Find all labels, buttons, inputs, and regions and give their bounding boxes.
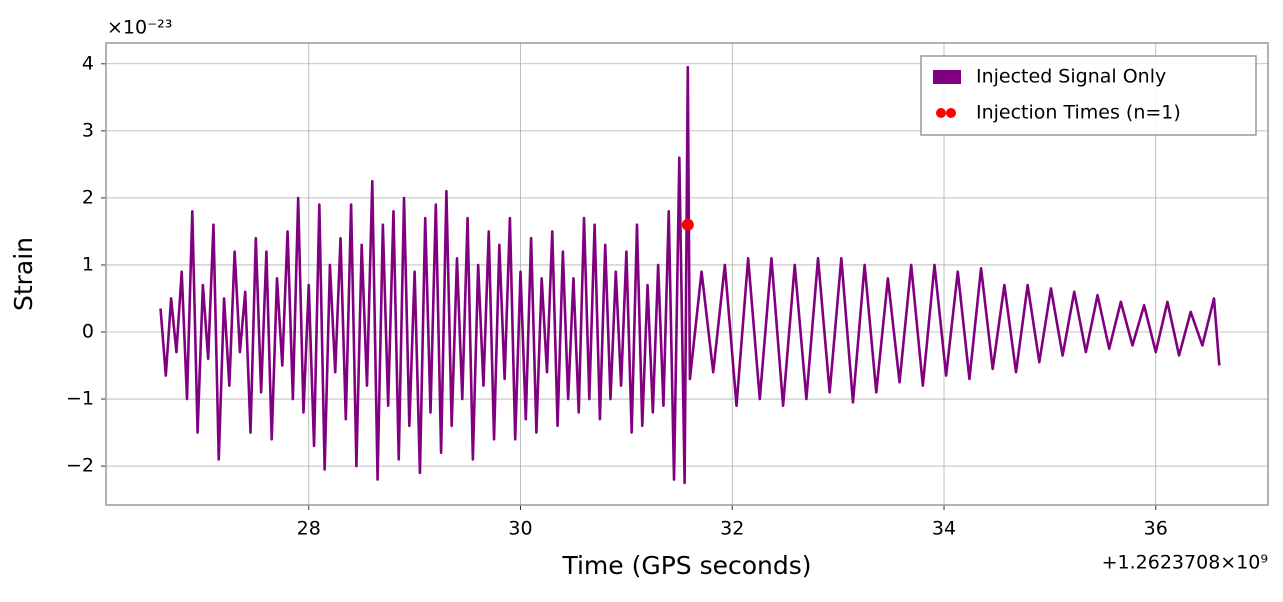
x-tick-label: 28 — [297, 518, 321, 540]
x-tick-label: 34 — [932, 518, 956, 540]
legend-label: Injection Times (n=1) — [976, 102, 1181, 124]
x-tick-label: 36 — [1144, 518, 1168, 540]
plot-frame — [105, 42, 1269, 506]
legend-label: Injected Signal Only — [976, 66, 1166, 88]
y-axis-label: Strain — [9, 237, 38, 311]
signal-line — [159, 65, 1221, 485]
x-tick-label: 30 — [508, 518, 532, 540]
injection-point — [681, 218, 694, 231]
y-tick-label: 1 — [82, 253, 94, 275]
y-tick-label: 3 — [82, 119, 94, 141]
legend-swatch — [933, 70, 961, 84]
y-tick-label: −2 — [66, 455, 94, 477]
y-tick-label: 2 — [82, 186, 94, 208]
y-offset-text: ×10⁻²³ — [107, 17, 172, 39]
legend-marker — [946, 108, 956, 118]
legend-marker — [936, 108, 946, 118]
x-offset-text: +1.2623708×10⁹ — [1102, 552, 1268, 574]
y-tick-label: 0 — [82, 321, 94, 343]
x-axis-label: Time (GPS seconds) — [561, 551, 811, 580]
y-tick-label: 4 — [82, 52, 94, 74]
legend-box — [920, 55, 1257, 136]
y-tick-label: −1 — [66, 388, 94, 410]
x-tick-label: 32 — [720, 518, 744, 540]
